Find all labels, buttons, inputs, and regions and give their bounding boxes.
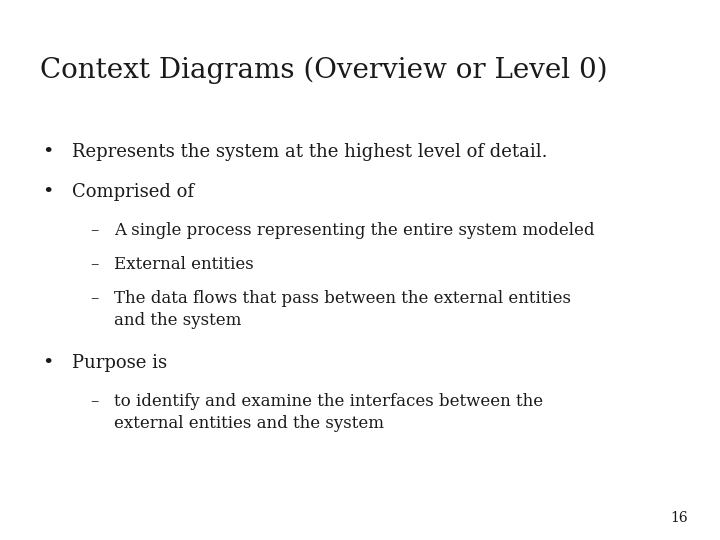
Text: Purpose is: Purpose is <box>72 354 167 372</box>
Text: –: – <box>90 222 99 239</box>
Text: –: – <box>90 290 99 307</box>
Text: Context Diagrams (Overview or Level 0): Context Diagrams (Overview or Level 0) <box>40 57 607 84</box>
Text: •: • <box>42 183 53 200</box>
Text: –: – <box>90 256 99 273</box>
Text: 16: 16 <box>670 511 688 525</box>
Text: –: – <box>90 393 99 410</box>
Text: A single process representing the entire system modeled: A single process representing the entire… <box>114 222 594 239</box>
Text: Comprised of: Comprised of <box>72 183 194 200</box>
Text: External entities: External entities <box>114 256 253 273</box>
Text: The data flows that pass between the external entities
and the system: The data flows that pass between the ext… <box>114 290 571 328</box>
Text: •: • <box>42 354 53 372</box>
Text: •: • <box>42 143 53 161</box>
Text: to identify and examine the interfaces between the
external entities and the sys: to identify and examine the interfaces b… <box>114 393 543 431</box>
Text: Represents the system at the highest level of detail.: Represents the system at the highest lev… <box>72 143 547 161</box>
